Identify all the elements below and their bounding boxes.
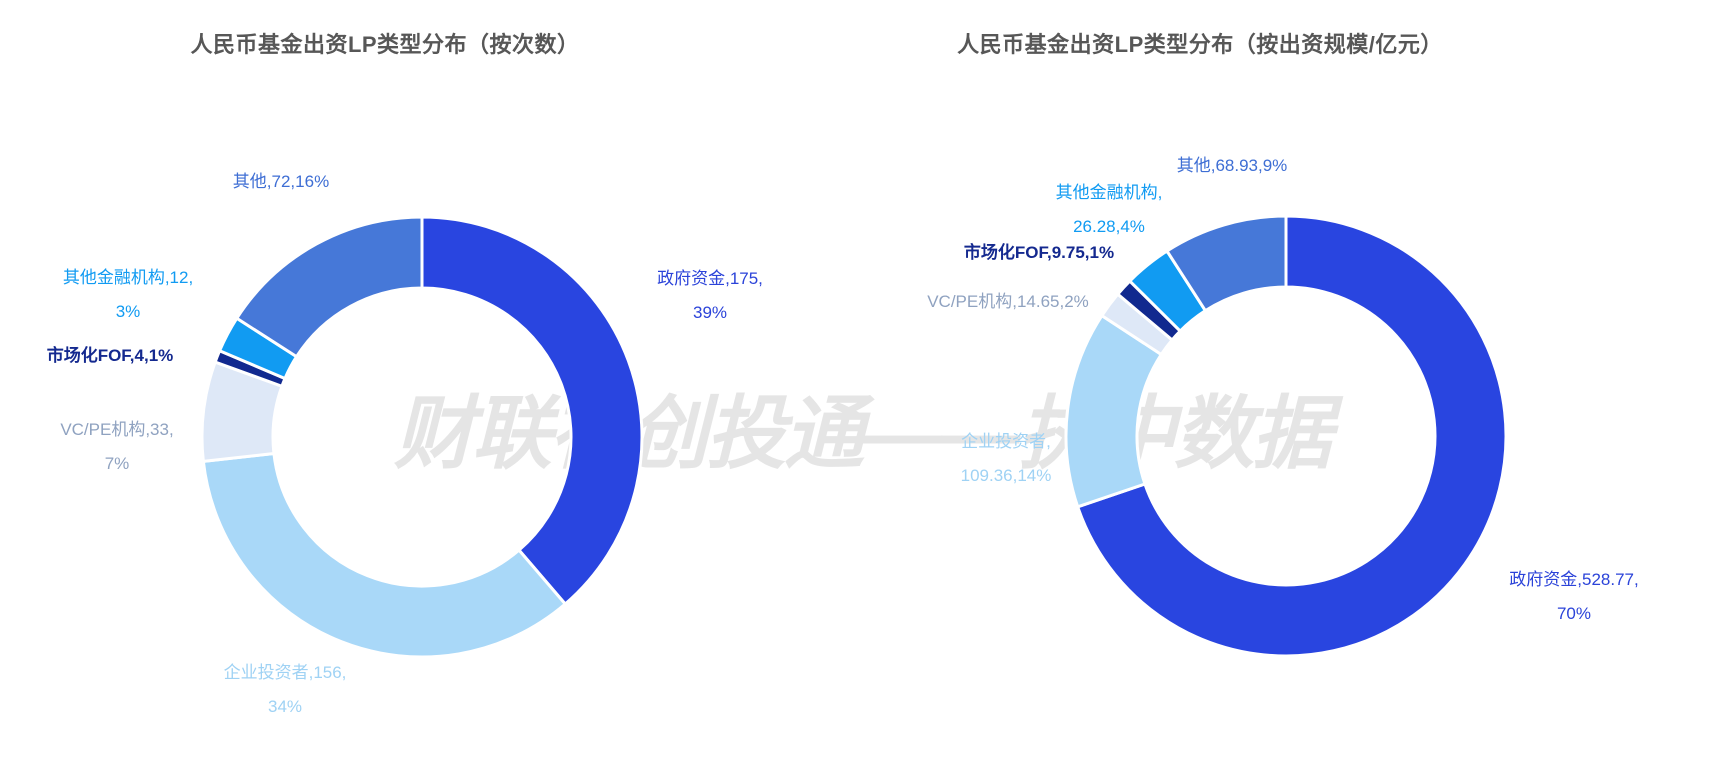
slice-label-vc-pe-institution: VC/PE机构,33, 7% [60,420,174,473]
donut-chart-by-scale [1064,214,1508,658]
watermark-text: 财联社创投通——执中数据 [394,389,1332,478]
donut-chart-by-count [200,215,644,659]
donut-slice-government-capital [1076,214,1508,658]
donut-slice-other [1165,214,1288,313]
slice-label-market-fof: 市场化FOF,9.75,1% [963,243,1115,262]
slice-label-other: 其他,72,16% [232,172,330,191]
slice-label-other: 其他,68.93,9% [1176,156,1288,175]
slice-label-corporate-investor: 企业投资者, 109.36,14% [960,432,1052,485]
slice-label-other-financial-institution: 其他金融机构, 26.28,4% [1055,183,1163,236]
slice-label-government-capital: 政府资金,528.77, 70% [1509,570,1639,623]
chart-title-by-count: 人民币基金出资LP类型分布（按次数） [190,32,580,57]
chart-title-by-scale: 人民币基金出资LP类型分布（按出资规模/亿元） [957,32,1443,57]
slice-label-corporate-investor: 企业投资者,156, 34% [223,663,347,716]
slice-label-market-fof: 市场化FOF,4,1% [46,346,174,365]
donut-slice-government-capital [420,215,644,606]
slice-label-vc-pe-institution: VC/PE机构,14.65,2% [927,292,1089,311]
donut-slice-corporate-investor [201,452,567,659]
slice-label-other-financial-institution: 其他金融机构,12, 3% [62,268,194,321]
slice-label-government-capital: 政府资金,175, 39% [657,269,763,322]
donut-slice-other [235,215,424,359]
